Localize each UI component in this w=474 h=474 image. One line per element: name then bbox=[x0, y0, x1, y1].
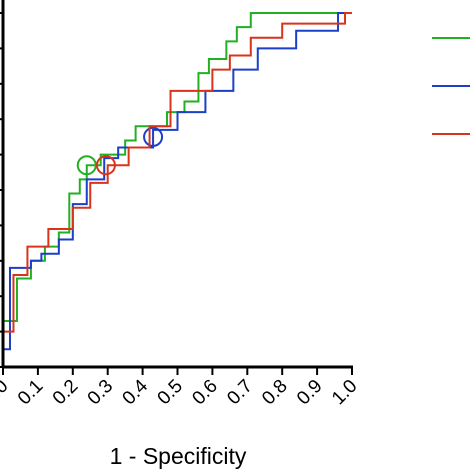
x-tick-label: 0.4 bbox=[119, 375, 153, 409]
cutoff-marker bbox=[76, 155, 97, 176]
x-tick-label: 0.9 bbox=[293, 376, 327, 410]
x-tick-label: 0.5 bbox=[154, 376, 188, 410]
roc-line bbox=[2, 12, 352, 367]
x-tick-label: 0.1 bbox=[14, 376, 48, 410]
cutoff-marker bbox=[95, 155, 116, 176]
roc-line bbox=[2, 12, 352, 367]
roc-line bbox=[2, 12, 352, 367]
x-tick-label: 0.7 bbox=[223, 376, 257, 410]
cutoff-marker bbox=[143, 126, 164, 147]
x-axis-title: 1 - Specificity bbox=[110, 443, 247, 469]
x-tick-label: 0.8 bbox=[258, 376, 292, 410]
x-tick-label: 0.3 bbox=[84, 376, 118, 410]
x-tick-label: 0.6 bbox=[188, 376, 222, 410]
x-tick-label: 0.2 bbox=[49, 376, 83, 410]
x-tick-label: 1.0 bbox=[328, 376, 362, 410]
x-tick-label: 0.0 bbox=[0, 376, 13, 410]
